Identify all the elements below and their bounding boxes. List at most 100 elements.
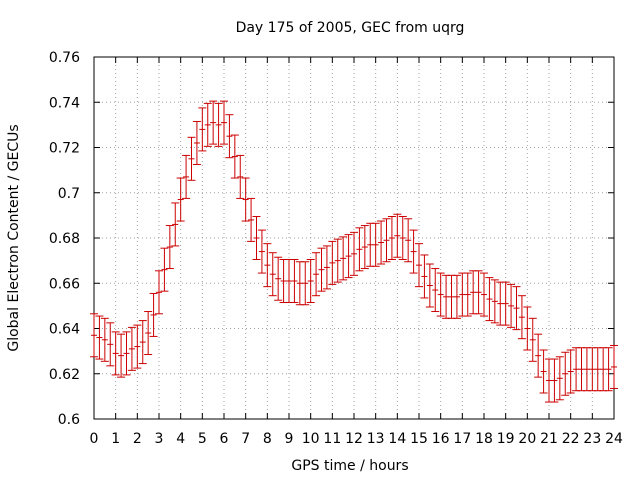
- error-bar-point: [117, 333, 126, 378]
- x-tick-label: 9: [285, 431, 294, 447]
- error-bar-point: [328, 240, 337, 285]
- error-bar-point: [350, 231, 358, 276]
- error-bar-point: [555, 356, 564, 401]
- error-bar-point: [539, 349, 548, 394]
- error-bar-point: [209, 100, 218, 145]
- x-tick-label: 17: [453, 431, 471, 447]
- x-tick-label: 20: [518, 431, 536, 447]
- error-bar-point: [138, 320, 147, 365]
- y-tick-label: 0.6: [58, 412, 80, 428]
- y-tick-label: 0.72: [49, 141, 80, 157]
- x-tick-label: 3: [155, 431, 164, 447]
- error-bar-point: [192, 120, 201, 165]
- x-tick-label: 8: [263, 431, 272, 447]
- error-bar-point: [214, 102, 223, 147]
- error-bar-point: [610, 344, 618, 389]
- y-tick-label: 0.68: [49, 231, 80, 247]
- error-bar-point: [165, 225, 174, 270]
- error-bar-point: [257, 229, 266, 274]
- error-bar-point: [182, 154, 191, 199]
- error-bar-point: [550, 358, 559, 403]
- error-bar-point: [263, 243, 272, 288]
- error-bar-point: [377, 220, 386, 265]
- x-tick-label: 10: [302, 431, 320, 447]
- error-bar-point: [230, 134, 239, 179]
- y-tick-label: 0.64: [49, 322, 80, 338]
- error-bar-point: [149, 292, 158, 337]
- error-bar-point: [290, 258, 299, 303]
- x-tick-label: 19: [497, 431, 515, 447]
- error-bar-point: [409, 229, 418, 274]
- x-tick-label: 15: [410, 431, 428, 447]
- y-tick-label: 0.62: [49, 367, 80, 383]
- error-bar-point: [404, 218, 413, 263]
- x-tick-label: 18: [475, 431, 493, 447]
- error-bar-point: [517, 295, 526, 340]
- error-bar-point: [604, 347, 613, 392]
- error-bar-point: [360, 225, 369, 270]
- y-tick-label: 0.7: [58, 186, 80, 202]
- error-bar-point: [425, 263, 434, 308]
- y-tick-labels: 0.6 0.62 0.64 0.66 0.68 0.7 0.72 0.74 0.76: [49, 50, 80, 428]
- x-tick-label: 23: [583, 431, 601, 447]
- error-bar-point: [474, 270, 483, 315]
- error-bar-point: [485, 277, 494, 322]
- error-bar-point: [306, 258, 315, 303]
- error-bar-point: [507, 283, 516, 328]
- x-tick-label: 16: [432, 431, 450, 447]
- error-bar-point: [566, 349, 575, 394]
- error-bar-point: [122, 331, 131, 376]
- error-bar-point: [176, 177, 185, 222]
- error-bar-point: [398, 216, 407, 260]
- error-bar-point: [387, 216, 396, 260]
- error-bar-point: [317, 247, 326, 292]
- error-bars: [90, 100, 618, 403]
- x-tick-label: 24: [605, 431, 623, 447]
- error-bar-point: [203, 102, 212, 147]
- error-bar-point: [355, 227, 364, 272]
- x-tick-label: 2: [133, 431, 142, 447]
- error-bar-point: [171, 202, 180, 247]
- x-tick-label: 21: [540, 431, 558, 447]
- error-bar-point: [420, 254, 429, 299]
- y-tick-label: 0.74: [49, 95, 80, 111]
- error-bar-point: [198, 107, 207, 152]
- x-tick-label: 4: [176, 431, 185, 447]
- error-bar-point: [322, 245, 331, 290]
- error-bar-point: [480, 272, 488, 317]
- error-bar-point: [252, 216, 261, 260]
- error-bar-point: [561, 351, 570, 396]
- error-bar-point: [106, 322, 115, 367]
- error-bar-point: [382, 218, 391, 263]
- error-bar-point: [274, 256, 283, 301]
- error-bar-point: [95, 315, 104, 360]
- error-bar-point: [225, 114, 234, 159]
- error-bar-point: [490, 279, 499, 324]
- error-bar-point: [463, 272, 472, 317]
- x-tick-label: 11: [323, 431, 341, 447]
- y-tick-label: 0.76: [49, 50, 80, 66]
- error-bar-point: [415, 243, 423, 288]
- x-tick-label: 22: [562, 431, 580, 447]
- error-bar-point: [512, 286, 521, 331]
- x-tick-labels: 0 1 2 3 4 5 6 7 8 9 10 11 12 13 14 15 16 17 18 19 20 21 22 23 24: [90, 431, 623, 447]
- error-bar-point: [344, 234, 353, 279]
- x-tick-label: 1: [111, 431, 120, 447]
- x-tick-label: 13: [367, 431, 385, 447]
- x-axis-label: GPS time / hours: [291, 458, 408, 474]
- error-bar-point: [523, 306, 532, 351]
- x-tick-label: 5: [198, 431, 207, 447]
- error-bar-point: [393, 213, 402, 258]
- error-bar-point: [534, 333, 543, 378]
- error-bar-point: [577, 347, 586, 392]
- x-tick-label: 0: [90, 431, 99, 447]
- error-bar-point: [236, 154, 245, 199]
- x-tick-label: 12: [345, 431, 363, 447]
- error-bar-point: [90, 313, 98, 358]
- error-bar-point: [528, 317, 537, 362]
- error-bar-point: [133, 324, 142, 369]
- error-bar-point: [452, 274, 461, 319]
- error-bar-point: [220, 100, 228, 145]
- error-bar-point: [111, 331, 120, 376]
- chart-title: Day 175 of 2005, GEC from uqrg: [236, 20, 465, 36]
